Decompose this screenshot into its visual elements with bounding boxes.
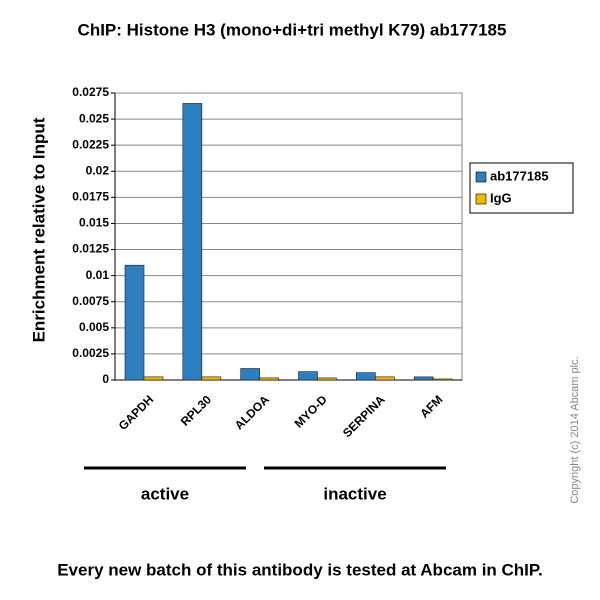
y-tick-label: 0.015 <box>79 216 109 230</box>
bar <box>259 377 279 381</box>
bar <box>432 378 453 381</box>
y-tick-label: 0.0225 <box>72 137 109 151</box>
group-label: active <box>141 484 189 503</box>
bar <box>317 377 337 381</box>
legend-swatch <box>475 193 487 205</box>
bar <box>298 371 318 381</box>
y-tick-label: 0.0075 <box>72 294 109 308</box>
bar <box>413 376 434 381</box>
y-tick-label: 0.005 <box>79 320 109 334</box>
bar <box>124 264 145 381</box>
legend-label: IgG <box>490 190 512 205</box>
y-axis-title: Enrichment relative to Input <box>29 117 48 342</box>
legend-box <box>469 162 574 214</box>
legend-swatch <box>475 171 487 183</box>
y-tick-label: 0 <box>102 372 109 386</box>
y-tick-label: 0.025 <box>79 111 109 125</box>
group-label: inactive <box>323 484 386 503</box>
copyright: Copyright (c) 2014 Abcam plc. <box>569 356 581 503</box>
x-tick-label: RPL30 <box>178 392 215 429</box>
x-tick-label: ALDOA <box>232 392 272 432</box>
y-tick-label: 0.0175 <box>72 190 109 204</box>
bar <box>356 372 376 381</box>
x-tick-label: MYO-D <box>292 392 330 430</box>
bar <box>201 376 222 381</box>
y-tick-label: 0.0025 <box>72 346 109 360</box>
chart-title: ChIP: Histone H3 (mono+di+tri methyl K79… <box>78 20 507 39</box>
y-tick-label: 0.02 <box>86 163 110 177</box>
footer: Every new batch of this antibody is test… <box>57 560 543 579</box>
bar <box>143 376 164 381</box>
bar <box>240 368 260 381</box>
legend-label: ab177185 <box>490 168 549 183</box>
y-tick-label: 0.0275 <box>72 85 109 99</box>
x-tick-label: AFM <box>417 392 445 420</box>
x-tick-label: GAPDH <box>116 392 157 433</box>
x-tick-label: SERPINA <box>340 392 388 440</box>
y-tick-label: 0.01 <box>86 268 110 282</box>
y-tick-label: 0.0125 <box>72 242 109 256</box>
bar <box>375 376 395 381</box>
bar <box>182 103 203 381</box>
plot-area <box>114 92 463 381</box>
